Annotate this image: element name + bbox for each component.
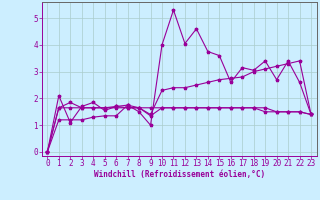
X-axis label: Windchill (Refroidissement éolien,°C): Windchill (Refroidissement éolien,°C): [94, 170, 265, 179]
